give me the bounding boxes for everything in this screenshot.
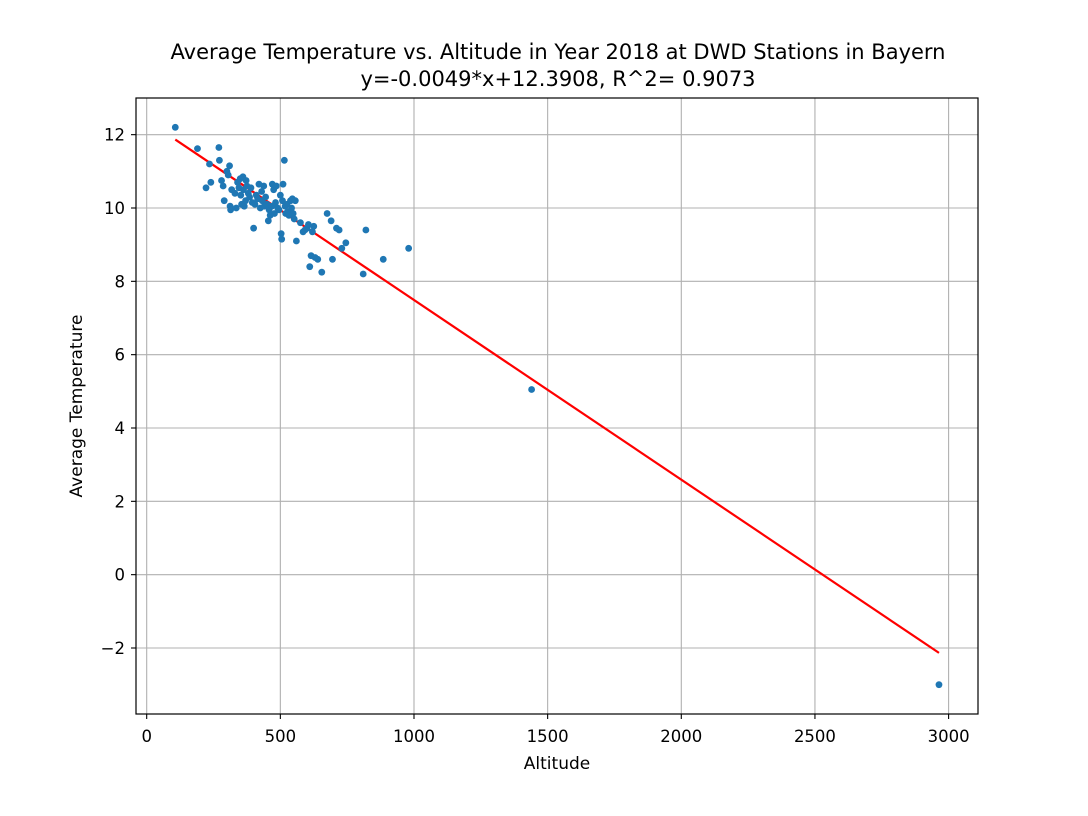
data-point <box>260 182 268 190</box>
axis-ticks: 0 500 1000 1500 2000 2500 3000 −2 0 2 4 6 8 10 12 <box>101 126 970 746</box>
chart-title: Average Temperature vs. Altitude in Year… <box>170 40 946 64</box>
data-point <box>935 681 943 689</box>
y-tick-label: 6 <box>115 346 126 365</box>
y-tick-label: 2 <box>115 492 126 511</box>
data-point <box>296 219 304 227</box>
data-point <box>194 145 201 153</box>
data-point <box>288 204 295 212</box>
data-point <box>280 156 288 164</box>
x-tick-label: 2500 <box>794 727 836 746</box>
data-point <box>277 230 285 238</box>
data-point <box>251 200 259 208</box>
data-point <box>207 178 215 186</box>
y-tick-label: 4 <box>115 419 126 438</box>
x-tick-label: 3000 <box>928 727 970 746</box>
data-point <box>206 160 213 168</box>
grid <box>136 98 978 714</box>
data-point <box>306 263 314 271</box>
data-point <box>279 197 286 205</box>
data-point <box>323 210 331 217</box>
data-point <box>271 210 278 217</box>
data-point <box>264 217 272 225</box>
data-point <box>242 177 250 184</box>
data-point <box>275 206 283 214</box>
data-point <box>215 156 223 164</box>
plot-frame <box>135 97 979 715</box>
data-point <box>246 193 254 201</box>
data-point <box>276 191 284 199</box>
y-tick-label: 10 <box>104 199 125 218</box>
data-point <box>327 217 335 225</box>
data-point <box>220 197 228 205</box>
data-point <box>240 202 248 210</box>
data-point <box>290 215 298 223</box>
data-point <box>528 386 536 393</box>
data-point <box>272 182 280 190</box>
data-point <box>318 268 326 276</box>
y-axis-label: Average Temperature <box>67 315 87 498</box>
x-tick-label: 1500 <box>527 727 569 746</box>
data-point <box>359 270 367 278</box>
data-point <box>279 180 287 188</box>
x-axis-label: Altitude <box>524 754 590 774</box>
x-tick-label: 2000 <box>660 727 702 746</box>
data-point <box>232 204 240 212</box>
data-point <box>342 239 350 247</box>
y-tick-label: 0 <box>115 566 126 585</box>
data-point <box>329 255 336 263</box>
data-point <box>379 255 387 263</box>
y-tick-label: 8 <box>115 272 126 291</box>
data-point <box>310 222 318 230</box>
data-point <box>289 210 297 217</box>
data-point <box>309 228 316 236</box>
data-point <box>405 244 413 252</box>
data-point <box>226 162 233 170</box>
y-tick-label: −2 <box>101 639 125 658</box>
x-tick-label: 1000 <box>393 727 435 746</box>
scatter-points <box>171 123 943 689</box>
data-point <box>219 182 227 190</box>
x-tick-label: 500 <box>265 727 297 746</box>
data-point <box>231 189 239 197</box>
chart-subtitle: y=-0.0049*x+12.3908, R^2= 0.9073 <box>360 67 756 91</box>
data-point <box>224 171 232 179</box>
y-tick-label: 12 <box>104 126 125 145</box>
data-point <box>215 144 223 151</box>
data-point <box>314 255 322 263</box>
data-point <box>278 235 286 243</box>
data-point <box>218 177 225 184</box>
data-point <box>305 221 312 228</box>
data-point <box>258 188 266 195</box>
data-point <box>272 199 279 206</box>
data-point <box>291 197 299 205</box>
data-point <box>202 184 210 192</box>
data-point <box>171 123 179 131</box>
data-point <box>338 244 346 252</box>
data-point <box>292 237 300 245</box>
data-point <box>247 184 255 192</box>
data-point <box>262 193 270 201</box>
data-point <box>250 224 258 232</box>
x-tick-label: 0 <box>141 727 152 746</box>
data-point <box>227 206 235 214</box>
data-point <box>237 191 245 199</box>
data-point <box>362 226 370 234</box>
data-point <box>335 226 343 234</box>
